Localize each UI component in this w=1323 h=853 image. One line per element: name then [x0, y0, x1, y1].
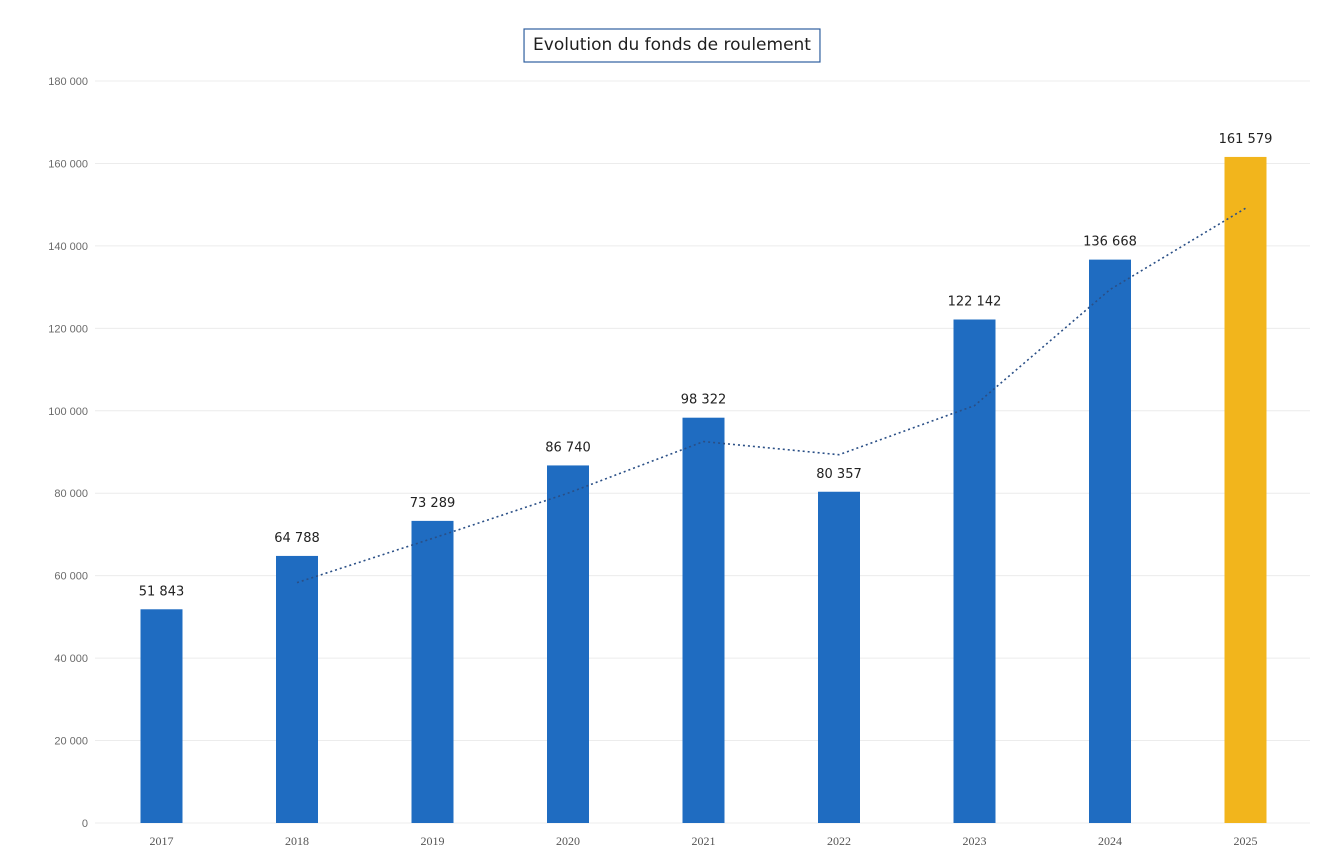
data-label-2024: 136 668	[1083, 235, 1137, 250]
data-labels: 51 843 64 788 73 289 86 740 98 322 80 357 122 …	[139, 132, 1273, 599]
bar-2025	[1224, 156, 1267, 824]
y-tick-label: 60 000	[54, 571, 88, 583]
chart-title: Evolution du fonds de roulement	[533, 35, 811, 55]
x-tick-label-2020: 2020	[556, 834, 580, 848]
data-label-2019: 73 289	[410, 496, 456, 511]
moving-average-trendline	[296, 207, 1246, 584]
data-label-2025: 161 579	[1219, 132, 1273, 147]
data-label-2020: 86 740	[545, 440, 591, 455]
data-label-2023: 122 142	[948, 295, 1002, 310]
x-tick-label-2019: 2019	[421, 834, 445, 848]
bar-2018	[276, 555, 318, 823]
data-label-2017: 51 843	[139, 584, 185, 599]
bars	[140, 156, 1267, 824]
chart-title-box	[523, 28, 821, 63]
x-tick-label-2023: 2023	[963, 834, 987, 848]
x-tick-label-2022: 2022	[827, 834, 851, 848]
x-axis: 2017 2018 2019 2020 2021 2022 2023 2024 2025	[150, 834, 1258, 848]
y-tick-label: 100 000	[48, 406, 88, 418]
y-tick-label: 160 000	[48, 158, 88, 170]
y-tick-label: 20 000	[54, 736, 88, 748]
y-tick-label: 180 000	[48, 76, 88, 88]
bar-2023	[953, 319, 996, 823]
data-label-2021: 98 322	[681, 393, 727, 408]
y-axis: 0 20 000 40 000 60 000 80 000 100 000 120 000 1…	[48, 76, 88, 830]
data-label-2018: 64 788	[274, 531, 320, 546]
trendline	[296, 207, 1246, 584]
y-tick-label: 80 000	[54, 488, 88, 500]
x-tick-label-2021: 2021	[692, 834, 716, 848]
bar-2017	[140, 609, 183, 823]
chart-title-group: Evolution du fonds de roulement	[523, 28, 821, 63]
data-label-2022: 80 357	[816, 467, 862, 482]
y-tick-label: 0	[82, 818, 88, 830]
y-tick-label: 40 000	[54, 653, 88, 665]
x-tick-label-2025: 2025	[1234, 834, 1258, 848]
bar-2024	[1089, 259, 1131, 823]
bar-2019	[411, 520, 454, 823]
y-tick-label: 120 000	[48, 323, 88, 335]
bar-2021	[682, 417, 725, 823]
bar-2022	[818, 491, 860, 823]
x-tick-label-2017: 2017	[150, 834, 174, 848]
bar-2020	[547, 465, 589, 823]
x-tick-label-2024: 2024	[1098, 834, 1122, 848]
x-tick-label-2018: 2018	[285, 834, 309, 848]
y-tick-label: 140 000	[48, 241, 88, 253]
